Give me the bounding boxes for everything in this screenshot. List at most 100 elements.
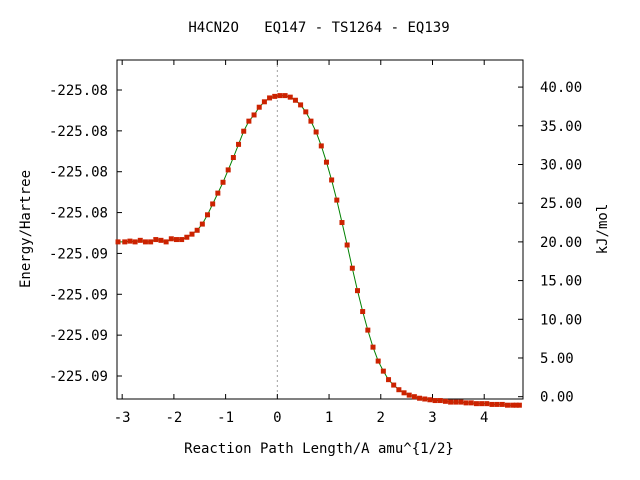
y-right-axis-ticks: 40.00 35.00 30.00 25.00 20.00 15.00 10.00 5.00 0…	[518, 80, 582, 406]
data-point	[298, 102, 304, 108]
x-tick-label: 1	[325, 410, 333, 426]
data-point	[267, 95, 273, 101]
data-point	[513, 402, 519, 408]
data-point	[458, 399, 464, 405]
data-point	[220, 179, 226, 185]
data-point	[158, 237, 164, 243]
data-point	[272, 93, 278, 99]
y2-tick-label: 15.00	[540, 274, 582, 290]
chart-title: H4CN2O EQ147 - TS1264 - EQ139	[188, 20, 449, 36]
data-point	[432, 398, 438, 404]
data-point	[339, 220, 345, 226]
y-tick-label: -225.09	[49, 328, 108, 344]
data-point	[313, 129, 319, 135]
data-point	[401, 390, 407, 396]
data-point	[370, 344, 376, 350]
data-point	[127, 238, 133, 244]
data-point	[510, 402, 516, 408]
data-point	[349, 265, 355, 271]
data-point	[504, 402, 510, 408]
y-tick-label: -225.08	[49, 83, 108, 99]
data-point	[344, 242, 350, 248]
data-point	[303, 109, 309, 115]
data-point	[442, 398, 448, 404]
data-point	[215, 190, 221, 196]
data-point	[375, 358, 381, 364]
data-point	[468, 400, 474, 406]
data-point	[463, 400, 469, 406]
data-point	[261, 99, 267, 105]
x-tick-label: -2	[165, 410, 182, 426]
data-point	[489, 401, 495, 407]
data-point	[422, 396, 428, 402]
data-point	[479, 401, 485, 407]
energy-curve	[118, 95, 520, 406]
y2-axis-label: kJ/mol	[595, 204, 611, 255]
data-point	[437, 398, 443, 404]
data-point	[236, 141, 242, 147]
y2-tick-label: 30.00	[540, 157, 582, 173]
data-point	[184, 234, 190, 240]
data-point	[230, 155, 236, 161]
y2-tick-label: 35.00	[540, 119, 582, 135]
x-tick-label: 3	[428, 410, 436, 426]
data-point	[334, 197, 340, 203]
y-tick-label: -225.08	[49, 206, 108, 222]
data-point	[360, 309, 366, 315]
data-point	[251, 112, 257, 118]
data-point	[453, 399, 459, 405]
data-point	[199, 221, 205, 227]
data-point	[287, 94, 293, 100]
y-left-axis-ticks: -225.08 -225.08 -225.08 -225.08 -225.09 -225.…	[49, 83, 122, 385]
data-points	[115, 93, 522, 408]
y-tick-label: -225.09	[49, 246, 108, 262]
data-point	[179, 237, 185, 243]
y2-tick-label: 20.00	[540, 235, 582, 251]
y2-tick-label: 40.00	[540, 80, 582, 96]
data-point	[210, 201, 216, 207]
y2-tick-label: 10.00	[540, 312, 582, 328]
data-point	[277, 93, 283, 99]
data-point	[163, 239, 169, 245]
data-point	[282, 93, 288, 99]
y-tick-label: -225.09	[49, 369, 108, 385]
data-point	[329, 177, 335, 183]
x-tick-label: -1	[217, 410, 234, 426]
data-point	[168, 236, 174, 242]
data-point	[153, 237, 159, 243]
data-point	[494, 401, 500, 407]
y2-tick-label: 5.00	[540, 351, 574, 367]
data-point	[132, 239, 138, 245]
x-tick-label: 2	[377, 410, 385, 426]
data-point	[241, 128, 247, 134]
y-axis-label: Energy/Hartree	[18, 170, 34, 288]
data-point	[205, 212, 211, 218]
plot-frame	[116, 59, 524, 400]
data-point	[499, 401, 505, 407]
data-point	[406, 392, 412, 398]
data-point	[417, 395, 423, 401]
data-point	[115, 239, 121, 245]
data-point	[292, 97, 298, 103]
data-point	[122, 239, 128, 245]
data-point	[189, 231, 195, 237]
y-tick-label: -225.09	[49, 287, 108, 303]
data-point	[484, 401, 490, 407]
data-point	[308, 118, 314, 124]
x-tick-label: -3	[114, 410, 131, 426]
data-point	[516, 402, 522, 408]
data-point	[411, 394, 417, 400]
data-point	[323, 159, 329, 165]
data-point	[137, 237, 143, 243]
x-axis-label: Reaction Path Length/A amu^{1/2}	[184, 441, 454, 457]
data-point	[354, 288, 360, 294]
data-point	[473, 401, 479, 407]
data-point	[318, 143, 324, 149]
data-point	[396, 387, 402, 393]
data-point	[391, 382, 397, 388]
data-point	[448, 399, 454, 405]
x-axis-ticks: -3 -2 -1 0 1 2 3 4	[114, 60, 488, 426]
y-tick-label: -225.08	[49, 124, 108, 140]
data-point	[246, 118, 252, 124]
data-point	[142, 239, 148, 245]
